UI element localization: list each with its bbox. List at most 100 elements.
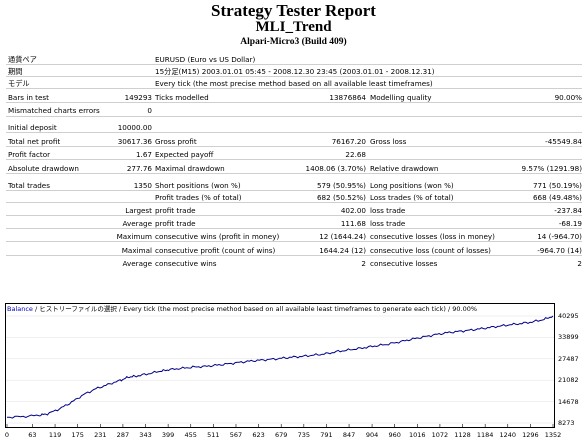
x-tick-label: 623: [252, 431, 265, 439]
x-tick-label: 287: [116, 431, 130, 439]
x-tick-label: 679: [274, 431, 288, 439]
loss-trades-label: Loss trades (% of total): [370, 193, 454, 202]
total-trades-value: 1350: [133, 181, 152, 190]
maximum-label: Maximum: [116, 232, 152, 241]
average-consecutive-wins-label: consecutive wins: [155, 259, 217, 268]
x-tick-label: 1184: [476, 431, 494, 439]
report-title: Strategy Tester Report: [211, 1, 376, 20]
average-loss-value: -68.19: [558, 219, 582, 228]
x-tick-label: 455: [184, 431, 197, 439]
y-tick-label: 27487: [558, 354, 579, 363]
net-profit-value: 30617.36: [117, 137, 152, 146]
bars-label: Bars in test: [8, 93, 49, 102]
average-consecutive-label: Average: [122, 259, 152, 268]
maximal-drawdown-label: Maximal drawdown: [155, 164, 225, 173]
model-value: Every tick (the most precise method base…: [155, 79, 433, 88]
symbol-label: 通貨ペア: [8, 55, 37, 64]
period-value: 15分足(M15) 2003.01.01 05:45 - 2008.12.30 …: [155, 67, 435, 76]
deposit-label: Initial deposit: [8, 123, 57, 132]
largest-profit-value: 402.00: [340, 206, 366, 215]
y-tick-label: 21082: [558, 376, 579, 385]
quality-label: Modelling quality: [370, 93, 432, 102]
balance-chart-svg: [6, 315, 554, 427]
mismatch-label: Mismatched charts errors: [8, 106, 100, 115]
separator: [6, 173, 582, 174]
ticks-label: Ticks modelled: [155, 93, 209, 102]
y-tick-label: 8273: [558, 419, 575, 427]
chart-legend: Balance / ヒストリーファイルの選択 / Every tick (the…: [7, 305, 477, 313]
x-tick-label: 1240: [499, 431, 517, 439]
short-positions-value: 579 (50.95%): [316, 181, 366, 190]
average-consecutive-losses-value: 2: [577, 259, 582, 268]
x-tick-label: 175: [71, 431, 84, 439]
bars-value: 149293: [124, 93, 152, 102]
symbol-value: EURUSD (Euro vs US Dollar): [155, 55, 256, 64]
balance-line: [7, 315, 554, 419]
average-consecutive-losses-label: consecutive losses: [370, 259, 438, 268]
y-tick-label: 33899: [558, 333, 579, 342]
largest-label: Largest: [125, 206, 152, 215]
average-loss-label: loss trade: [370, 219, 406, 228]
x-tick-label: 1128: [454, 431, 471, 439]
maximal-consecutive-profit-value: 1644.24 (12): [319, 246, 366, 255]
gross-loss-value: -45549.84: [545, 137, 582, 146]
deposit-value: 10000.00: [117, 123, 152, 132]
x-tick-label: 960: [388, 431, 401, 439]
max-consecutive-wins-label: consecutive wins (profit in money): [155, 232, 280, 241]
average-profit-value: 111.68: [340, 219, 366, 228]
total-trades-label: Total trades: [8, 181, 50, 190]
separator: [6, 132, 582, 133]
x-tick-label: 119: [48, 431, 62, 439]
separator: [6, 190, 582, 191]
maximal-consecutive-loss-value: -964.70 (14): [537, 246, 582, 255]
x-tick-label: 0: [4, 431, 10, 439]
separator: [6, 64, 582, 65]
x-tick-label: 511: [207, 431, 220, 439]
largest-loss-value: -237.84: [554, 206, 582, 215]
absolute-drawdown-value: 277.76: [126, 164, 152, 173]
gross-profit-label: Gross profit: [155, 137, 197, 146]
expected-payoff-value: 22.68: [345, 150, 366, 159]
separator: [6, 88, 582, 89]
maximal-label: Maximal: [121, 246, 152, 255]
largest-profit-label: profit trade: [155, 206, 196, 215]
x-tick-label: 399: [161, 431, 175, 439]
largest-loss-label: loss trade: [370, 206, 406, 215]
separator: [6, 228, 582, 229]
x-tick-label: 63: [28, 431, 37, 439]
maximal-consecutive-profit-label: consecutive profit (count of wins): [155, 246, 276, 255]
net-profit-label: Total net profit: [8, 137, 61, 146]
x-tick-label: 343: [139, 431, 152, 439]
model-label: モデル: [8, 79, 30, 88]
profit-trades-label: Profit trades (% of total): [155, 193, 242, 202]
ticks-value: 13876864: [329, 93, 366, 102]
y-tick-label: 40295: [558, 312, 579, 320]
profit-factor-label: Profit factor: [8, 150, 51, 159]
y-tick-label: 14678: [558, 397, 579, 406]
average-profit-label: profit trade: [155, 219, 196, 228]
max-consecutive-losses-value: 14 (-964.70): [537, 232, 582, 241]
profit-trades-value: 682 (50.52%): [316, 193, 366, 202]
absolute-drawdown-label: Absolute drawdown: [8, 164, 79, 173]
mismatch-value: 0: [147, 106, 152, 115]
short-positions-label: Short positions (won %): [155, 181, 241, 190]
legend-description: / ヒストリーファイルの選択 / Every tick (the most pr…: [32, 305, 478, 313]
maximal-consecutive-loss-label: consecutive loss (count of losses): [370, 246, 491, 255]
relative-drawdown-value: 9.57% (1291.98): [521, 164, 582, 173]
gross-loss-label: Gross loss: [370, 137, 407, 146]
x-tick-label: 1072: [431, 431, 449, 439]
balance-chart: [5, 303, 555, 428]
x-tick-label: 1016: [409, 431, 426, 439]
separator: [6, 116, 582, 117]
relative-drawdown-label: Relative drawdown: [370, 164, 439, 173]
separator: [6, 215, 582, 216]
separator: [6, 241, 582, 242]
x-tick-label: 735: [297, 431, 311, 439]
x-tick-label: 847: [342, 431, 356, 439]
long-positions-value: 771 (50.19%): [532, 181, 582, 190]
x-tick-label: 791: [320, 431, 333, 439]
profit-factor-value: 1.67: [135, 150, 152, 159]
server-build: Alpari-Micro3 (Build 409): [240, 37, 347, 47]
legend-balance: Balance: [7, 305, 33, 313]
separator: [6, 146, 582, 147]
